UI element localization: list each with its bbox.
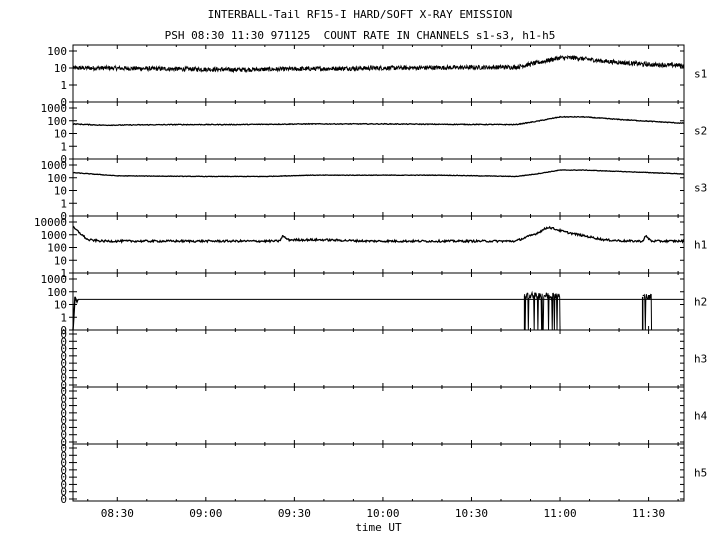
y-tick-label-s3: 1000 bbox=[41, 159, 68, 172]
panel-frame-s2 bbox=[72, 101, 685, 160]
x-tick-label: 11:30 bbox=[632, 507, 665, 520]
y-tick-label-h3: 0 bbox=[60, 372, 67, 385]
y-tick-label-s2: 1 bbox=[60, 140, 67, 153]
chart-title: INTERBALL-Tail RF15-I HARD/SOFT X-RAY EM… bbox=[207, 8, 513, 21]
y-tick-label-h3: 0 bbox=[60, 357, 67, 370]
y-tick-label-h5: 0 bbox=[60, 486, 67, 499]
y-tick-label-s1: 1 bbox=[60, 79, 67, 92]
y-tick-label-h5: 0 bbox=[60, 478, 67, 491]
y-tick-label-h4: 0 bbox=[60, 400, 67, 413]
panel-frame-s1 bbox=[72, 44, 685, 103]
y-tick-label-h1: 1 bbox=[60, 267, 67, 280]
panel-frame-s3 bbox=[72, 158, 685, 217]
y-tick-label-h5: 0 bbox=[60, 457, 67, 470]
burst-1-h2 bbox=[524, 290, 561, 331]
chart-subtitle: PSH 08:30 11:30 971125 COUNT RATE IN CHA… bbox=[164, 29, 556, 42]
y-tick-label-h4: 0 bbox=[60, 429, 67, 442]
y-tick-label-s3: 1 bbox=[60, 197, 67, 210]
y-tick-label-s1: 0 bbox=[60, 96, 67, 109]
y-tick-label-s1: 100 bbox=[47, 45, 67, 58]
y-tick-label-h2: 0 bbox=[60, 324, 67, 337]
panel-label-h5: h5 bbox=[694, 467, 707, 480]
y-tick-label-h3: 0 bbox=[60, 335, 67, 348]
series-h1 bbox=[72, 225, 685, 244]
panel-frame-h3 bbox=[72, 329, 685, 388]
y-tick-label-h3: 0 bbox=[60, 379, 67, 392]
x-axis-label: time UT bbox=[355, 521, 402, 534]
y-tick-label-h1: 10 bbox=[54, 254, 67, 267]
y-tick-label-s2: 100 bbox=[47, 115, 67, 128]
y-tick-label-h5: 0 bbox=[60, 449, 67, 462]
series-start-spike-h2 bbox=[72, 296, 79, 331]
y-tick-label-h4: 0 bbox=[60, 385, 67, 398]
y-tick-label-h4: 0 bbox=[60, 421, 67, 434]
y-tick-label-h3: 0 bbox=[60, 364, 67, 377]
y-tick-label-h1: 10000 bbox=[34, 216, 67, 229]
x-tick-label: 08:30 bbox=[101, 507, 134, 520]
y-tick-label-s3: 10 bbox=[54, 185, 67, 198]
y-tick-label-h5: 0 bbox=[60, 493, 67, 506]
x-tick-label: 09:30 bbox=[278, 507, 311, 520]
x-tick-label: 10:30 bbox=[455, 507, 488, 520]
panel-label-s3: s3 bbox=[694, 182, 707, 195]
panel-label-h2: h2 bbox=[694, 296, 707, 309]
y-tick-label-h3: 0 bbox=[60, 343, 67, 356]
panel-label-h3: h3 bbox=[694, 353, 707, 366]
x-tick-label: 09:00 bbox=[189, 507, 222, 520]
burst-2-h2 bbox=[642, 293, 653, 331]
y-tick-label-s3: 0 bbox=[60, 210, 67, 223]
x-tick-label: 11:00 bbox=[543, 507, 576, 520]
panel-frame-h1 bbox=[72, 215, 685, 274]
y-tick-label-h4: 0 bbox=[60, 392, 67, 405]
y-tick-label-h5: 0 bbox=[60, 471, 67, 484]
y-tick-label-h1: 1000 bbox=[41, 229, 68, 242]
y-tick-label-h1: 100 bbox=[47, 242, 67, 255]
y-tick-label-h4: 0 bbox=[60, 436, 67, 449]
y-tick-label-h4: 0 bbox=[60, 414, 67, 427]
y-tick-label-s3: 100 bbox=[47, 172, 67, 185]
y-tick-label-s2: 1000 bbox=[41, 102, 68, 115]
y-tick-label-h3: 0 bbox=[60, 328, 67, 341]
y-tick-label-h4: 0 bbox=[60, 407, 67, 420]
panel-label-s1: s1 bbox=[694, 68, 707, 81]
panel-frame-h2 bbox=[72, 272, 685, 331]
panel-label-s2: s2 bbox=[694, 125, 707, 138]
y-tick-label-h5: 0 bbox=[60, 442, 67, 455]
panel-label-h1: h1 bbox=[694, 239, 707, 252]
y-tick-label-h2: 100 bbox=[47, 286, 67, 299]
x-tick-label: 10:00 bbox=[366, 507, 399, 520]
panel-frame-h4 bbox=[72, 386, 685, 445]
series-s1 bbox=[72, 54, 685, 74]
panel-label-h4: h4 bbox=[694, 410, 708, 423]
y-tick-label-h2: 1000 bbox=[41, 273, 68, 286]
panel-frame-h5 bbox=[72, 443, 685, 502]
y-tick-label-h3: 0 bbox=[60, 350, 67, 363]
y-tick-label-h2: 10 bbox=[54, 299, 67, 312]
series-s3 bbox=[72, 169, 685, 178]
y-tick-label-h5: 0 bbox=[60, 464, 67, 477]
y-tick-label-s2: 0 bbox=[60, 153, 67, 166]
y-tick-label-s2: 10 bbox=[54, 128, 67, 141]
y-tick-label-h2: 1 bbox=[60, 311, 67, 324]
y-tick-label-s1: 10 bbox=[54, 62, 67, 75]
series-s2 bbox=[72, 115, 685, 127]
